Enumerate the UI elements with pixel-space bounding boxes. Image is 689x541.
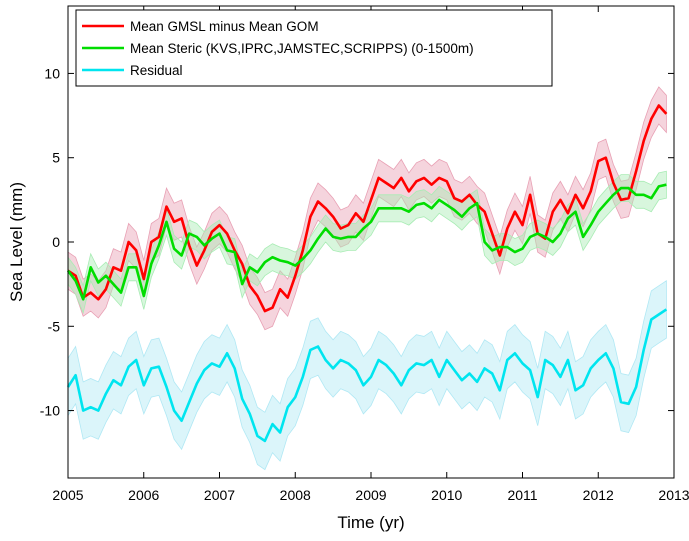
legend-label-residual: Residual: [130, 63, 183, 78]
x-axis-ticks: 2005 2006 2007 2008 2009 2010 2011 2012 2013: [52, 6, 689, 503]
x-tick-label: 2005: [52, 487, 83, 503]
series-line-residual: [66, 308, 668, 443]
legend-item-gmsl: Mean GMSL minus Mean GOM: [82, 19, 319, 34]
y-axis-ticks: -10 -5 0 5 10: [40, 65, 674, 419]
legend-item-residual: Residual: [82, 63, 183, 78]
y-tick-label: -5: [48, 318, 61, 334]
x-tick-label: 2013: [658, 487, 689, 503]
y-tick-label: 5: [52, 150, 60, 166]
legend-item-steric: Mean Steric (KVS,IPRC,JAMSTEC,SCRIPPS) (…: [82, 41, 474, 56]
x-tick-label: 2012: [583, 487, 614, 503]
x-tick-label: 2007: [204, 487, 235, 503]
y-tick-label: -10: [40, 403, 60, 419]
x-tick-label: 2009: [355, 487, 386, 503]
x-tick-label: 2008: [280, 487, 311, 503]
x-tick-label: 2011: [507, 487, 537, 503]
series-line-steric: [66, 183, 667, 301]
y-tick-label: 0: [52, 234, 60, 250]
x-tick-label: 2006: [128, 487, 159, 503]
legend-label-gmsl: Mean GMSL minus Mean GOM: [130, 19, 319, 34]
x-axis-label: Time (yr): [337, 513, 404, 532]
y-tick-label: 10: [44, 65, 60, 81]
series-line-gmsl: [67, 104, 668, 313]
band-residual: [67, 280, 667, 471]
y-axis-label: Sea Level (mm): [7, 182, 26, 302]
legend: Mean GMSL minus Mean GOM Mean Steric (KV…: [75, 9, 553, 87]
x-tick-label: 2010: [431, 487, 462, 503]
series-lines: [66, 104, 668, 443]
legend-box: [75, 9, 553, 87]
legend-label-steric: Mean Steric (KVS,IPRC,JAMSTEC,SCRIPPS) (…: [130, 41, 474, 56]
